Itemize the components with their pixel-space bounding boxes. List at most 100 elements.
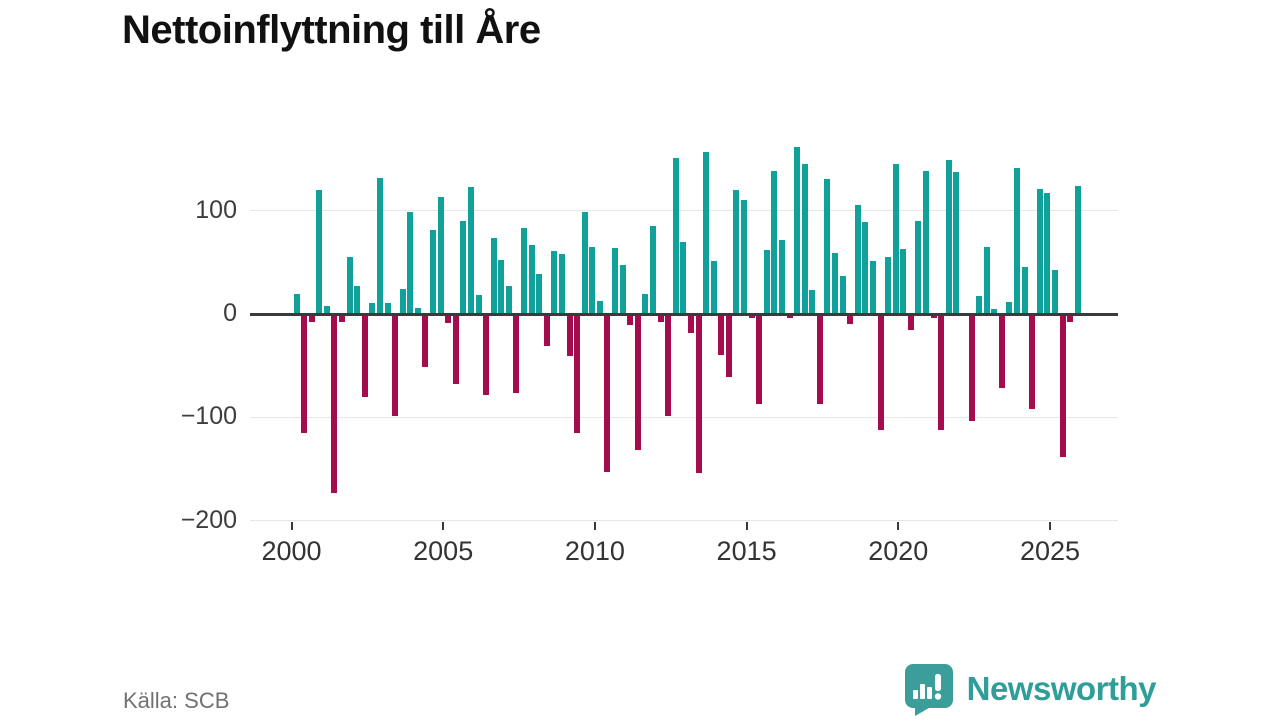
bar	[801, 164, 808, 314]
bar	[369, 302, 376, 314]
y-axis-tick-label: −100	[180, 402, 237, 431]
bar	[293, 294, 300, 314]
bar	[672, 157, 679, 314]
y-axis-tick-label: −200	[180, 505, 237, 534]
bar	[839, 275, 846, 314]
bar	[612, 247, 619, 314]
bar	[778, 239, 785, 314]
bar	[1021, 267, 1028, 314]
bar	[558, 254, 565, 314]
bar	[589, 246, 596, 314]
bar	[384, 302, 391, 314]
bar	[847, 314, 854, 325]
bar	[1006, 301, 1013, 314]
bar	[832, 253, 839, 314]
gridline	[250, 416, 1118, 418]
bar	[392, 314, 399, 417]
x-axis-tick-label: 2025	[1019, 536, 1081, 566]
bar	[316, 189, 323, 314]
bar	[976, 296, 983, 314]
x-axis-tick	[897, 521, 900, 530]
bar	[930, 314, 937, 319]
gridline	[250, 210, 1118, 212]
bar	[816, 314, 823, 404]
zero-axis-line	[250, 312, 1118, 316]
bar	[528, 244, 535, 314]
bar	[763, 249, 770, 314]
x-axis-tick-label: 2000	[261, 536, 322, 566]
bar	[513, 314, 520, 393]
bar	[862, 222, 869, 314]
bar	[923, 171, 930, 314]
bar	[354, 286, 361, 314]
bar	[877, 314, 884, 430]
bar	[483, 314, 490, 395]
x-axis-tick	[593, 521, 596, 530]
bar	[991, 308, 998, 314]
bar	[703, 151, 710, 314]
bar	[490, 237, 497, 314]
bar	[1036, 188, 1043, 314]
bar	[308, 314, 315, 323]
bar	[657, 314, 664, 323]
x-axis-tick-label: 2010	[564, 536, 625, 566]
x-axis-tick	[290, 521, 293, 530]
bar	[566, 314, 573, 357]
bar	[581, 211, 588, 314]
bar	[725, 314, 732, 378]
bar	[665, 314, 672, 417]
x-axis-tick	[1049, 521, 1051, 530]
bar	[733, 189, 740, 314]
bar	[604, 314, 611, 473]
bar	[323, 305, 330, 314]
bar	[794, 146, 801, 314]
bar	[521, 228, 528, 314]
bar	[718, 314, 725, 356]
bar	[741, 200, 747, 314]
bar	[854, 205, 861, 314]
bar	[331, 314, 338, 493]
bar	[680, 241, 687, 314]
bar	[376, 177, 383, 314]
bar	[596, 300, 603, 314]
bar	[574, 314, 581, 433]
bar	[467, 186, 474, 314]
newsworthy-speech-bubble-icon	[904, 664, 953, 716]
x-axis-tick-label: 2015	[716, 536, 777, 566]
bar	[505, 286, 512, 314]
bar	[475, 295, 482, 314]
bar	[445, 314, 452, 324]
bar	[1052, 269, 1058, 314]
bar	[1029, 314, 1036, 410]
bar	[710, 261, 717, 314]
newsworthy-logo: Newsworthy	[903, 662, 1157, 716]
bar	[1074, 185, 1081, 314]
bar	[301, 314, 308, 433]
bar	[430, 230, 437, 314]
bar	[1044, 193, 1051, 314]
bar	[892, 164, 899, 314]
bar	[407, 211, 414, 314]
bar	[748, 314, 755, 319]
bar	[460, 220, 467, 314]
bar	[543, 314, 550, 347]
bar	[907, 314, 914, 330]
y-axis-tick-label: 0	[223, 299, 237, 327]
bar	[885, 257, 892, 314]
bar	[786, 314, 793, 319]
newsworthy-wordmark: Newsworthy	[966, 670, 1157, 707]
bar	[809, 290, 816, 314]
bar	[1059, 314, 1066, 457]
bar	[422, 314, 429, 367]
bar	[649, 226, 656, 314]
bar	[437, 197, 444, 314]
bar	[824, 178, 831, 314]
bar	[869, 261, 876, 314]
bar	[634, 314, 641, 451]
bar	[756, 314, 763, 404]
bar	[346, 257, 353, 314]
bar	[498, 260, 505, 314]
bar	[399, 289, 406, 314]
bar	[551, 250, 558, 314]
